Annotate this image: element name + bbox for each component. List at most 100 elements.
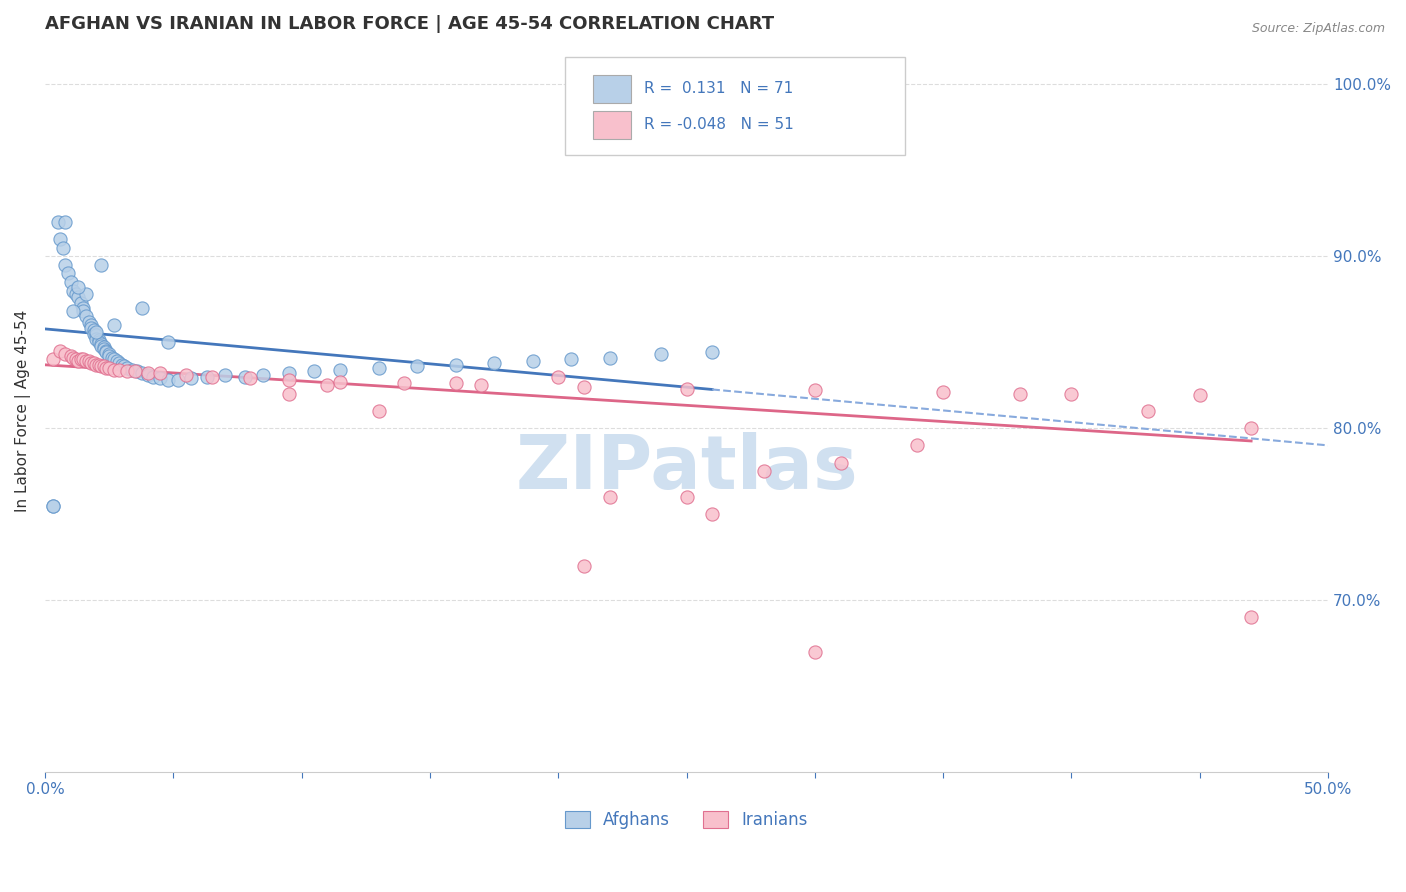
Point [83,356,105,370]
Point [482,356,505,370]
Point [83,323,105,337]
Point [90,337,112,351]
Point [103,318,125,332]
Point [599,351,621,365]
Point [149,366,172,380]
Point [108,362,131,376]
Point [157,335,180,350]
Point [444,358,467,372]
Point [136,368,159,382]
Point [83,326,105,341]
Point [131,301,153,315]
Point [367,361,389,376]
Point [62,304,84,318]
Point [80,321,103,335]
Point [142,369,165,384]
Point [41,499,63,513]
Point [115,364,138,378]
Point [316,378,339,392]
Point [59,349,82,363]
Point [69,352,91,367]
Point [87,358,110,372]
Point [46,215,69,229]
Point [96,345,118,359]
Point [41,352,63,367]
Text: R =  0.131   N = 71: R = 0.131 N = 71 [644,81,793,96]
Point [444,376,467,391]
Legend: Afghans, Iranians: Afghans, Iranians [558,805,815,836]
Point [1240,610,1263,624]
Point [752,464,775,478]
Point [329,362,352,376]
Point [72,304,94,318]
Point [52,241,75,255]
Point [55,347,77,361]
Point [470,378,492,392]
Point [174,368,197,382]
Point [98,349,121,363]
Point [304,364,326,378]
Point [277,373,299,387]
Text: Source: ZipAtlas.com: Source: ZipAtlas.com [1251,22,1385,36]
Point [80,318,103,332]
Point [277,386,299,401]
Point [127,364,149,378]
Point [111,358,134,372]
Point [77,354,100,368]
Point [84,358,107,372]
Point [87,335,110,350]
Point [80,356,103,370]
Point [599,490,621,504]
Point [522,354,544,368]
Point [67,354,90,368]
Point [560,352,582,367]
Point [932,384,955,399]
Point [103,362,125,376]
Point [84,332,107,346]
Point [90,258,112,272]
Point [277,366,299,380]
Point [121,362,143,376]
Point [84,328,107,343]
Point [49,343,72,358]
Point [650,347,672,361]
Point [87,334,110,348]
Point [67,290,90,304]
Point [62,351,84,365]
Point [72,301,94,315]
Point [180,371,202,385]
Point [75,287,97,301]
Point [1240,421,1263,435]
Point [149,371,172,385]
Point [98,361,121,376]
Point [98,347,121,361]
Point [136,366,159,380]
Point [90,338,112,352]
Point [406,359,429,374]
Point [75,354,97,368]
Point [252,368,274,382]
Point [214,368,236,382]
Point [201,369,224,384]
Point [69,295,91,310]
FancyBboxPatch shape [565,57,904,154]
Point [392,376,415,391]
Bar [593,75,631,103]
Text: AFGHAN VS IRANIAN IN LABOR FORCE | AGE 45-54 CORRELATION CHART: AFGHAN VS IRANIAN IN LABOR FORCE | AGE 4… [45,15,775,33]
Point [108,356,131,370]
Point [157,373,180,387]
Y-axis label: In Labor Force | Age 45-54: In Labor Force | Age 45-54 [15,310,31,512]
Point [100,351,122,365]
Point [59,275,82,289]
Bar [593,112,631,138]
Point [124,364,146,378]
Point [675,490,697,504]
Point [1188,388,1211,402]
Point [114,359,136,374]
Point [56,266,79,280]
Point [65,287,87,301]
Point [65,352,87,367]
Point [804,645,827,659]
Point [77,314,100,328]
Point [93,359,115,374]
